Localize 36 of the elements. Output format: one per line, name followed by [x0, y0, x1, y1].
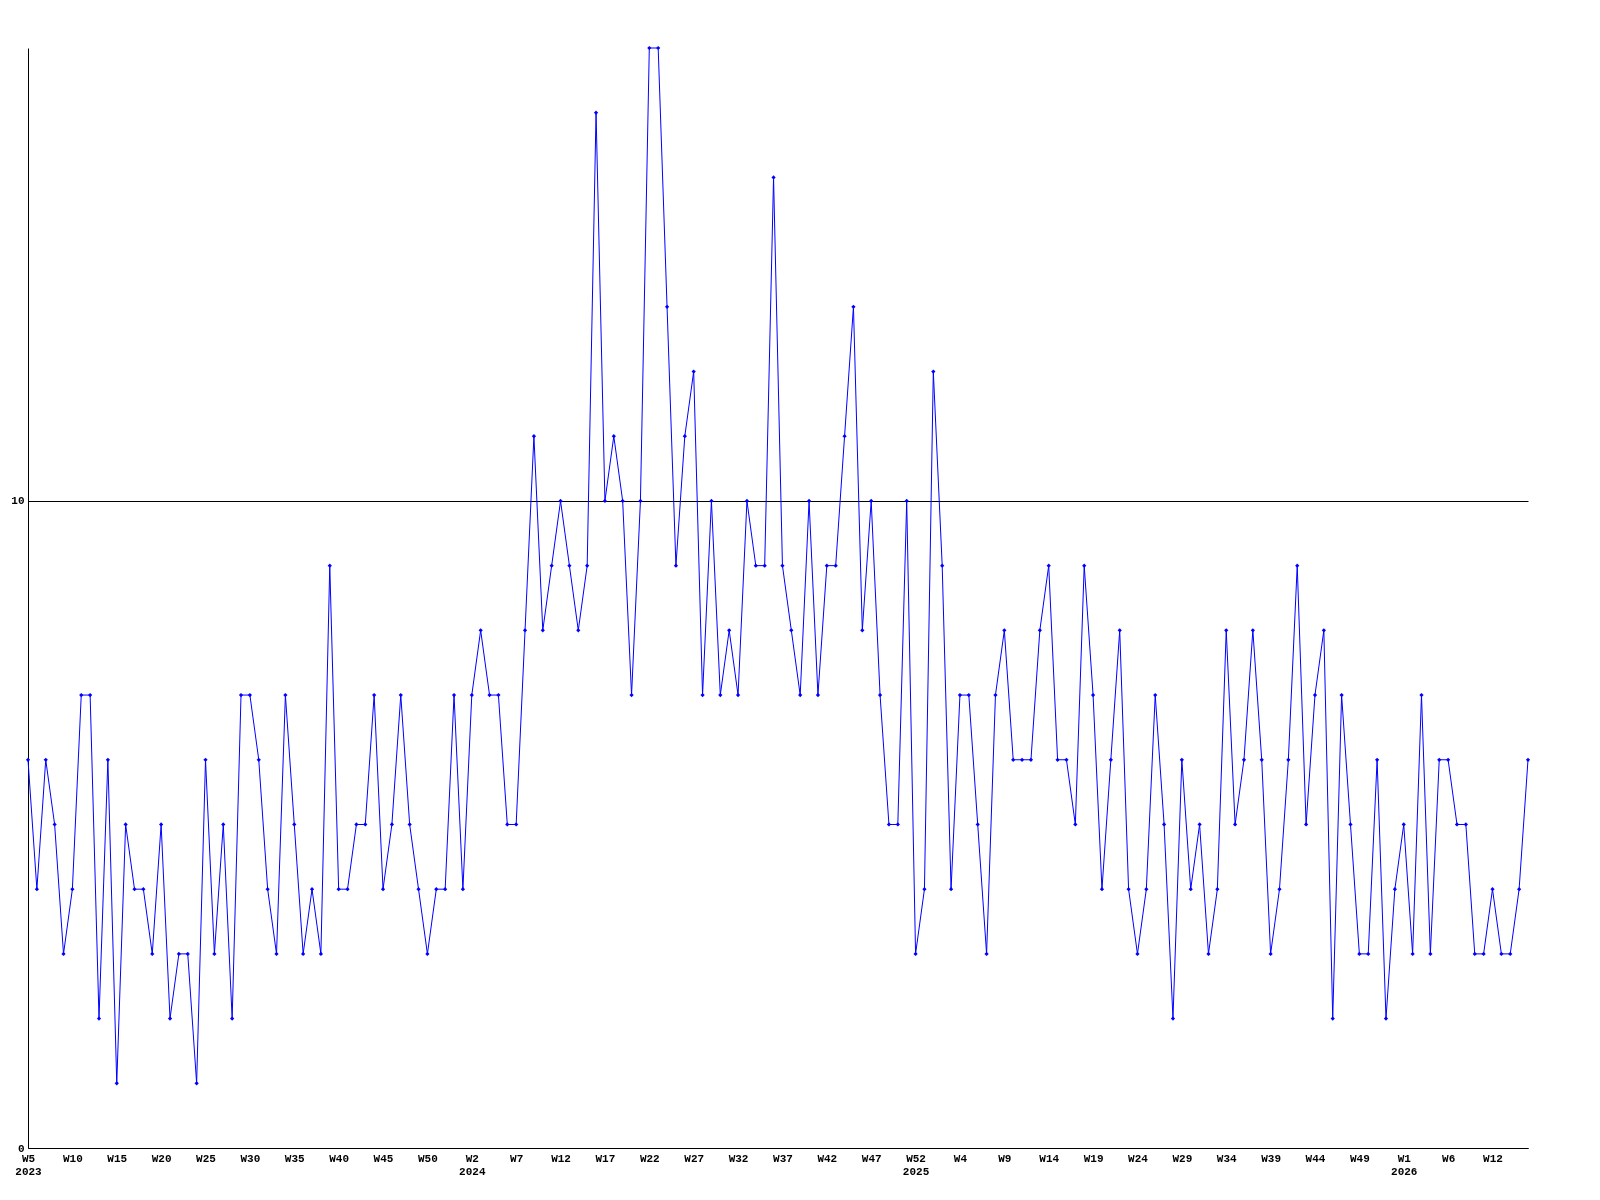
x-tick-label: W24	[1128, 1152, 1149, 1165]
x-tick-label: W4	[953, 1152, 968, 1165]
x-tick-label: W25	[196, 1152, 217, 1165]
x-tick-label: W19	[1083, 1152, 1104, 1165]
x-tick-label: W30	[240, 1152, 261, 1165]
x-tick-label: W47	[861, 1152, 882, 1165]
x-tick-label: W6	[1442, 1152, 1456, 1165]
y-tick-label: 10	[11, 495, 25, 508]
x-tick-label: W27	[684, 1152, 705, 1165]
x-tick-label: W12	[1483, 1152, 1503, 1165]
x-tick-label: W17	[595, 1152, 616, 1165]
x-tick-label: W1 2026	[1391, 1152, 1418, 1178]
x-tick-label: W40	[329, 1152, 350, 1165]
x-tick-label: W34	[1216, 1152, 1238, 1165]
x-tick-label: W5 2023	[15, 1152, 43, 1178]
x-tick-label: W49	[1349, 1152, 1370, 1165]
x-tick-label: W10	[62, 1152, 83, 1165]
x-tick-label: W39	[1261, 1152, 1282, 1165]
x-tick-label: W7	[510, 1152, 524, 1165]
y-tick-label: 0	[17, 1142, 25, 1155]
x-tick-label: W20	[151, 1152, 172, 1165]
x-tick-label: W50	[418, 1152, 438, 1165]
x-tick-label: W44	[1305, 1152, 1326, 1165]
x-tick-label: W42	[817, 1152, 838, 1165]
x-tick-label: W45	[373, 1152, 394, 1165]
x-tick-label: W12	[551, 1152, 571, 1165]
x-tick-label: W52 2025	[902, 1152, 930, 1178]
x-tick-label: W29	[1172, 1152, 1193, 1165]
x-tick-label: W14	[1039, 1152, 1060, 1165]
x-tick-label: W2 2024	[459, 1152, 486, 1178]
x-tick-label: W32	[728, 1152, 749, 1165]
x-tick-label: W35	[284, 1152, 306, 1165]
x-tick-label: W15	[107, 1152, 128, 1165]
x-tick-label: W22	[639, 1152, 660, 1165]
x-tick-label: W37	[773, 1152, 793, 1165]
x-tick-label: W9	[998, 1152, 1012, 1165]
